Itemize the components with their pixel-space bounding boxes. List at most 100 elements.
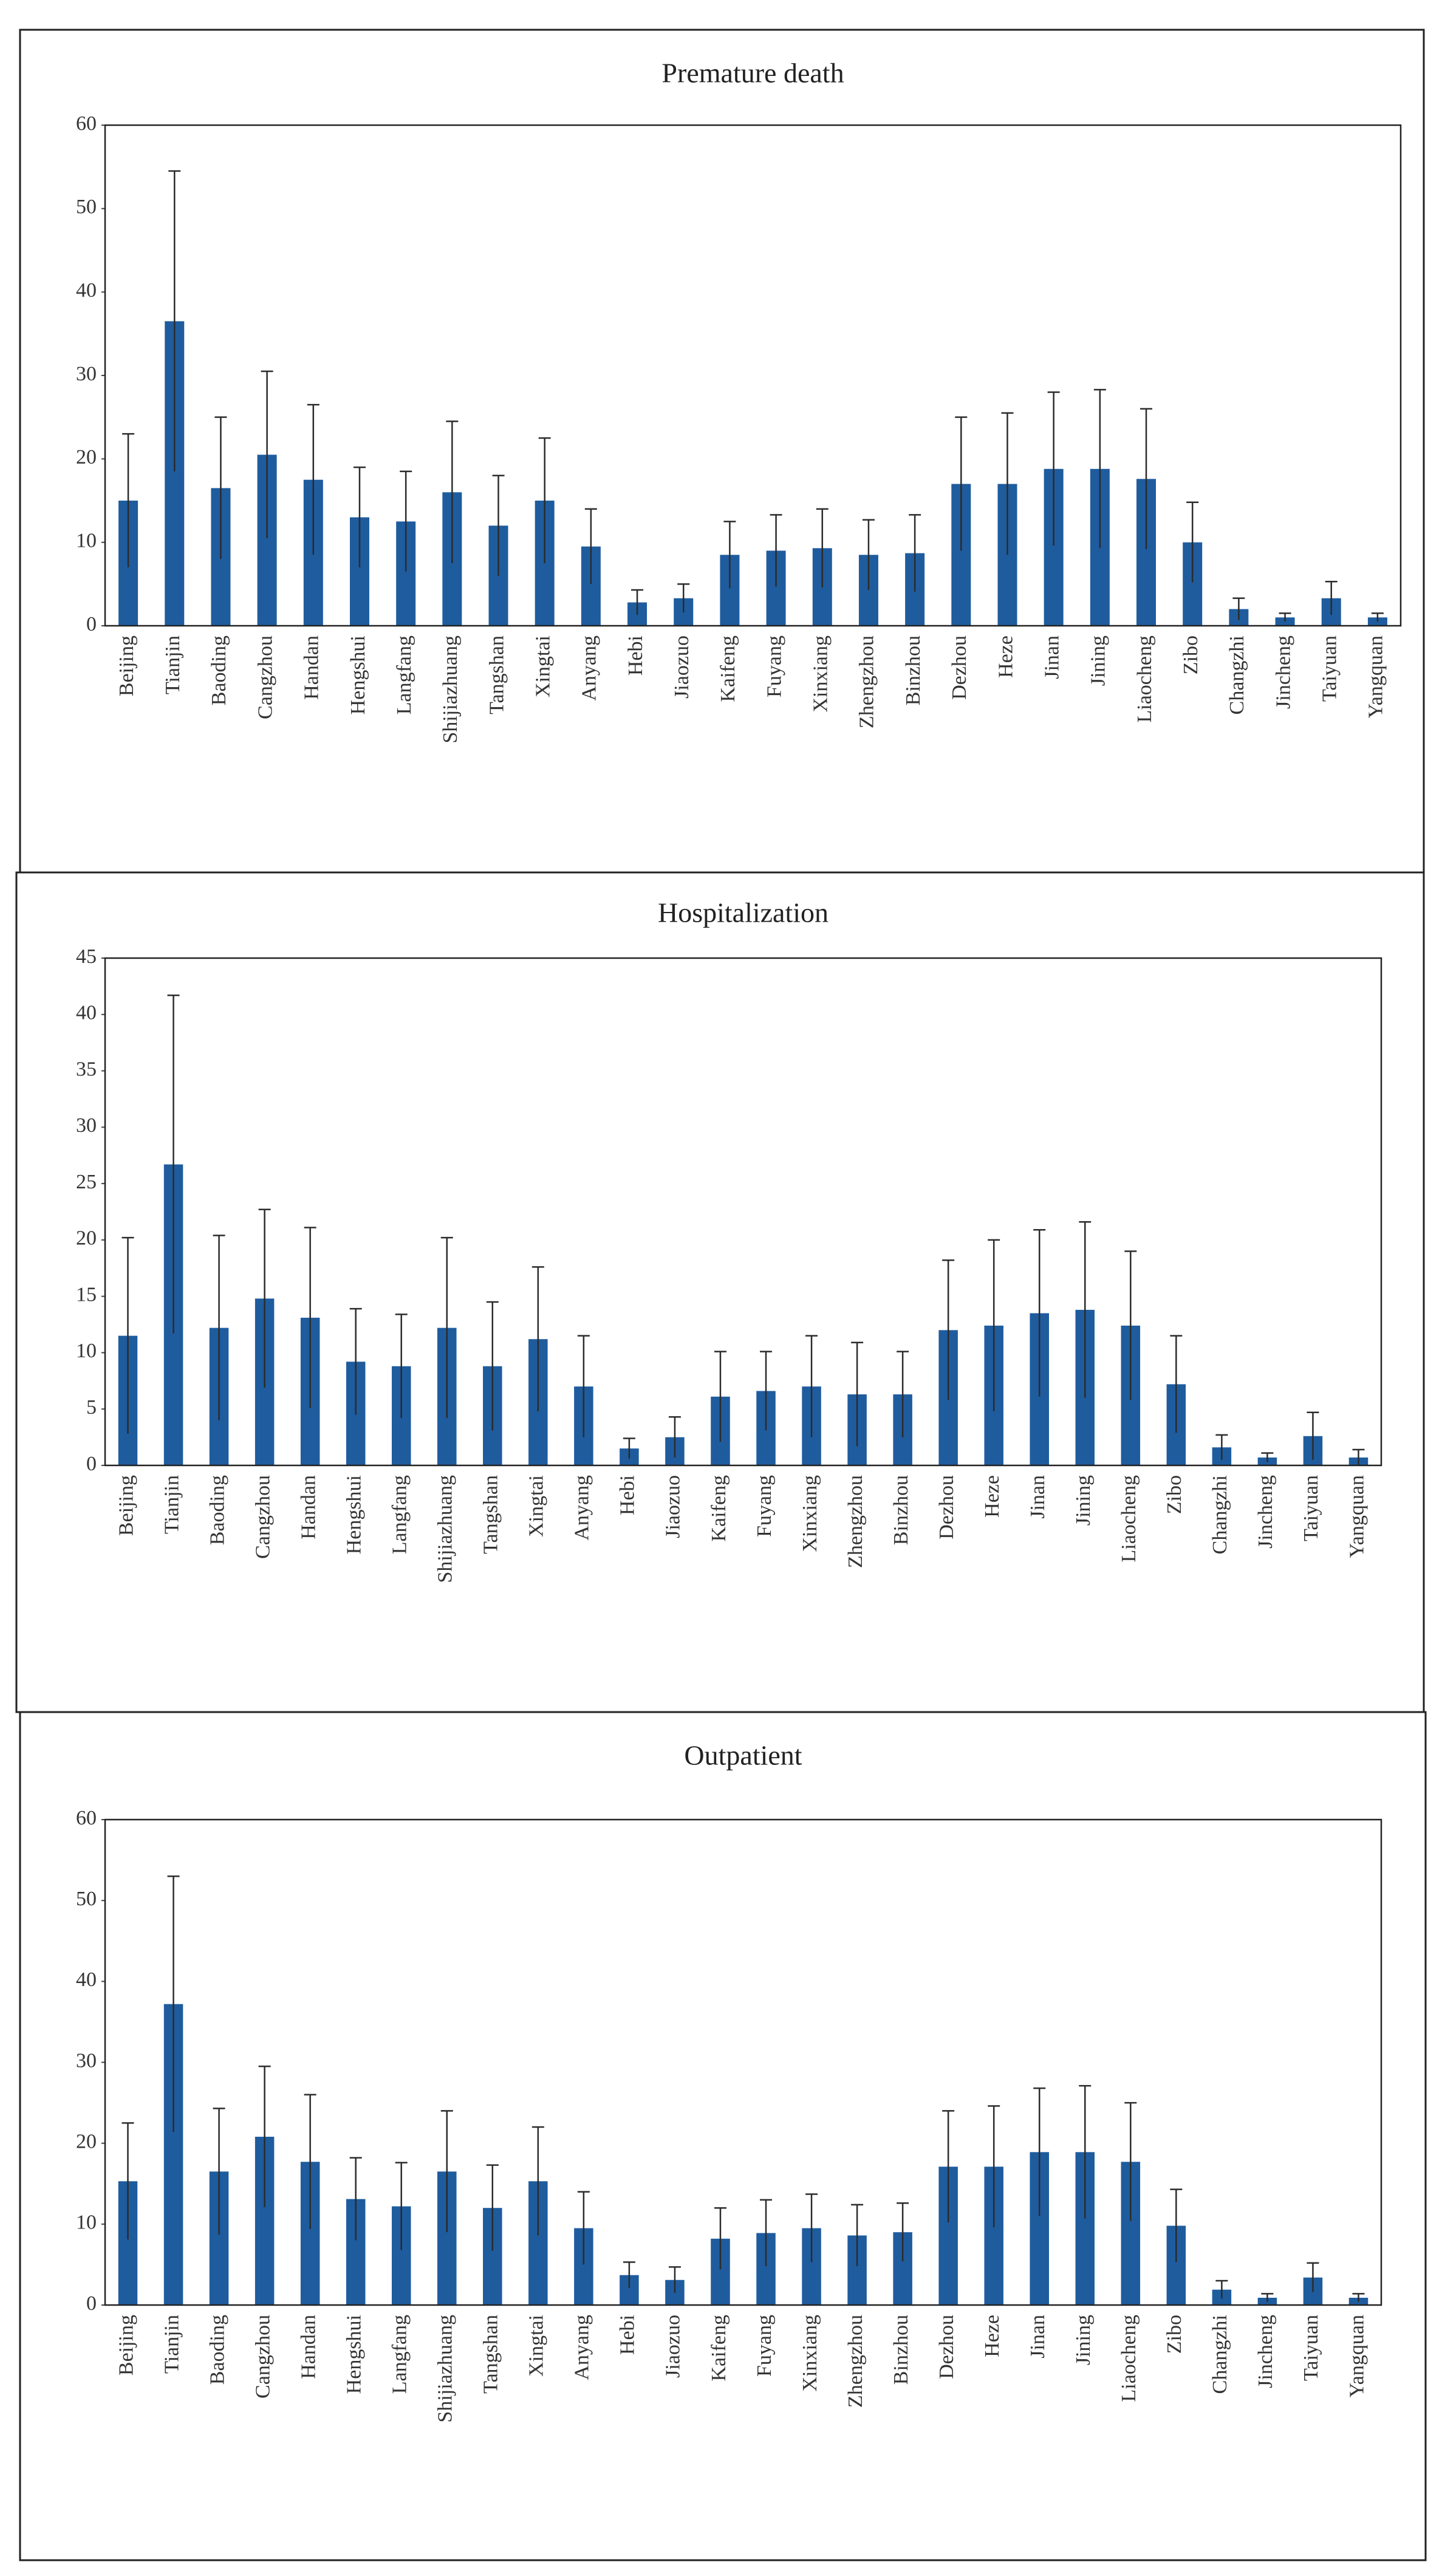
x-tick-label: Handan (297, 1475, 319, 1540)
plot-frame (104, 124, 1402, 627)
x-tick-label: Liaocheng (1133, 635, 1156, 723)
x-tick-label: Jiaozuo (662, 2315, 685, 2378)
x-tick-label: Fuyang (753, 1475, 776, 1537)
y-tick-label: 0 (86, 1453, 97, 1475)
panel-frame (15, 871, 1425, 1713)
x-tick-label: Xingtai (525, 2315, 548, 2377)
x-tick-label: Anyang (571, 1475, 593, 1541)
x-tick-label: Changzhi (1209, 1475, 1231, 1554)
x-tick-label: Binzhou (890, 2315, 912, 2385)
chart-title: Outpatient (684, 1740, 802, 1771)
x-tick-label: Jining (1087, 635, 1110, 686)
x-tick-label: Baoding (208, 635, 230, 705)
x-tick-label: Binzhou (890, 1475, 912, 1545)
x-tick-label: Tangshan (480, 2315, 502, 2394)
x-tick-label: Kaifeng (708, 2315, 730, 2382)
x-tick-label: Baoding (206, 1475, 228, 1545)
x-tick-label: Xingtai (525, 1475, 548, 1537)
x-tick-label: Tangshan (480, 1475, 502, 1554)
x-tick-label: Jincheng (1272, 635, 1294, 709)
x-tick-label: Jiaozuo (671, 635, 693, 699)
x-tick-label: Taiyuan (1300, 2315, 1322, 2381)
chart-title: Hospitalization (658, 897, 829, 928)
x-tick-label: Hengshui (347, 635, 369, 714)
x-tick-label: Handan (297, 2315, 319, 2379)
x-tick-label: Xinxiang (799, 2315, 821, 2392)
x-tick-label: Kaifeng (717, 635, 739, 702)
x-tick-label: Jincheng (1254, 2315, 1277, 2388)
y-tick-label: 0 (86, 2292, 97, 2315)
x-tick-label: Xinxiang (799, 1475, 821, 1552)
x-tick-label: Jincheng (1254, 1475, 1277, 1549)
y-tick-label: 15 (76, 1283, 97, 1306)
x-tick-label: Taiyuan (1319, 635, 1341, 702)
x-tick-label: Anyang (571, 2315, 593, 2380)
panel-frame (19, 29, 1425, 874)
x-tick-label: Zhengzhou (844, 1475, 867, 1568)
x-tick-label: Jinan (1027, 2315, 1049, 2358)
x-tick-label: Shijiazhuang (439, 635, 462, 744)
x-tick-label: Fuyang (763, 635, 785, 697)
y-tick-label: 20 (76, 1227, 97, 1250)
y-tick-label: 35 (76, 1058, 97, 1080)
y-tick-label: 40 (76, 1002, 97, 1024)
x-tick-label: Tianjin (162, 635, 184, 694)
x-tick-label: Yangquan (1365, 635, 1387, 718)
x-tick-label: Changzhi (1209, 2315, 1231, 2394)
y-tick-label: 10 (76, 529, 97, 552)
x-tick-label: Jiaozuo (662, 1475, 685, 1538)
x-tick-label: Liaocheng (1118, 1475, 1140, 1563)
y-tick-label: 40 (76, 1968, 97, 1991)
x-tick-label: Zhengzhou (856, 635, 878, 728)
x-tick-label: Tianjin (160, 1475, 183, 1534)
x-tick-label: Liaocheng (1118, 2315, 1140, 2402)
x-tick-label: Langfang (389, 1475, 411, 1554)
x-tick-label: Tianjin (160, 2315, 183, 2374)
y-tick-label: 30 (76, 2049, 97, 2072)
x-tick-label: Handan (301, 635, 323, 700)
x-tick-label: Beijing (115, 635, 138, 696)
y-tick-label: 25 (76, 1171, 97, 1193)
x-tick-label: Fuyang (753, 2315, 776, 2377)
x-tick-label: Shijiazhuang (434, 1475, 457, 1583)
y-tick-label: 40 (76, 279, 97, 301)
plot-frame (104, 957, 1382, 1467)
x-tick-label: Cangzhou (254, 635, 276, 719)
x-tick-label: Dezhou (935, 1475, 958, 1540)
x-tick-label: Changzhi (1226, 635, 1248, 714)
chart-title: Premature death (661, 58, 844, 89)
x-tick-label: Tangshan (485, 635, 508, 714)
x-tick-label: Jinan (1040, 635, 1063, 679)
x-tick-label: Cangzhou (251, 2315, 274, 2399)
y-tick-label: 5 (86, 1396, 97, 1419)
x-tick-label: Hebi (617, 1475, 639, 1515)
y-tick-label: 20 (76, 446, 97, 468)
x-tick-label: Yangquan (1345, 2315, 1368, 2397)
x-tick-label: Jinan (1027, 1475, 1049, 1519)
y-tick-label: 45 (76, 945, 97, 968)
y-tick-label: 50 (76, 196, 97, 218)
y-tick-label: 0 (86, 613, 97, 635)
x-tick-label: Jining (1072, 2315, 1095, 2365)
y-tick-label: 30 (76, 363, 97, 385)
x-tick-label: Zhengzhou (844, 2315, 867, 2408)
x-tick-label: Xingtai (531, 635, 554, 697)
x-tick-label: Hengshui (343, 1475, 365, 1554)
x-tick-label: Beijing (115, 1475, 137, 1536)
y-tick-label: 30 (76, 1114, 97, 1137)
x-tick-label: Langfang (389, 2315, 411, 2394)
x-tick-label: Beijing (115, 2315, 137, 2376)
x-tick-label: Jining (1072, 1475, 1095, 1526)
x-tick-label: Binzhou (902, 635, 924, 705)
y-tick-label: 60 (76, 1807, 97, 1829)
y-tick-label: 20 (76, 2130, 97, 2153)
x-tick-label: Heze (981, 1475, 1003, 1518)
x-tick-label: Langfang (393, 635, 415, 714)
y-tick-label: 10 (76, 1340, 97, 1362)
x-tick-label: Shijiazhuang (434, 2315, 457, 2423)
x-tick-label: Zibo (1180, 635, 1202, 674)
x-tick-label: Dezhou (948, 635, 971, 700)
y-tick-label: 50 (76, 1888, 97, 1910)
x-tick-label: Baoding (206, 2315, 228, 2385)
